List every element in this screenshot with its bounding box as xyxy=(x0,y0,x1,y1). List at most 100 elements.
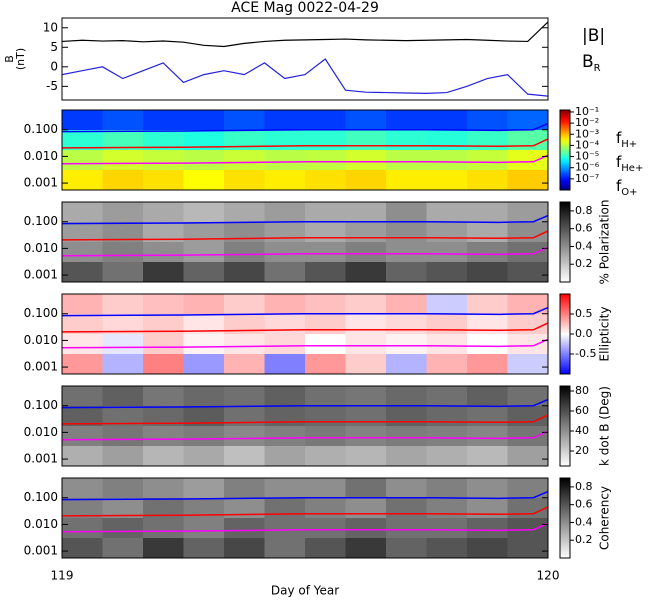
heatmap-cell xyxy=(386,202,427,223)
heatmap-cell xyxy=(183,518,225,539)
colorbar-label: Coherency xyxy=(598,486,612,550)
axes-frame xyxy=(61,477,549,559)
axes-frame xyxy=(61,293,549,375)
gyro-line xyxy=(62,414,548,425)
heatmap-cell xyxy=(183,110,225,131)
heatmap-cell xyxy=(467,354,508,374)
heatmap-cell xyxy=(102,202,144,223)
heatmap-cell xyxy=(305,262,346,282)
legend-label: BR xyxy=(582,52,601,74)
heatmap-cell xyxy=(386,242,427,263)
heatmap-cell xyxy=(62,538,103,558)
heatmap-cell xyxy=(264,354,306,374)
heatmap-cell xyxy=(386,426,427,447)
colorbar-label: k dot B (Deg) xyxy=(598,386,612,466)
heatmap-cell xyxy=(467,314,508,335)
heatmap-cell xyxy=(386,498,427,519)
heatmap-cell xyxy=(62,334,103,355)
heatmap-cell xyxy=(183,334,225,355)
heatmap-cell xyxy=(264,538,306,558)
heatmap-cell xyxy=(264,314,306,335)
plot-area xyxy=(62,386,548,466)
gyro-line xyxy=(62,522,548,533)
heatmap-cell xyxy=(305,426,346,447)
colorbar-tick-label: 0.5 xyxy=(575,307,593,320)
heatmap-cell xyxy=(386,446,427,466)
heatmap-cell xyxy=(507,446,548,466)
line xyxy=(62,21,548,48)
heatmap-cell xyxy=(305,446,346,466)
heatmap-cell xyxy=(467,130,508,151)
heatmap-cell xyxy=(143,498,184,519)
heatmap-cell xyxy=(62,170,103,190)
colorbar-tick-label: 60 xyxy=(575,404,589,417)
heatmap-cell xyxy=(62,262,103,282)
y-tick-label: 0 xyxy=(50,59,58,73)
heatmap-cell xyxy=(183,222,225,243)
heatmap-cell xyxy=(102,334,144,355)
heatmap-cell xyxy=(102,150,144,171)
plot-area xyxy=(62,21,548,97)
heatmap-cell xyxy=(467,334,508,355)
heatmap-cell xyxy=(264,334,306,355)
heatmap-cell xyxy=(467,446,508,466)
colorbar-tick-label: 40 xyxy=(575,424,589,437)
heatmap-cell xyxy=(467,262,508,282)
heatmap-cell xyxy=(224,150,265,171)
axes-frame xyxy=(61,109,549,191)
y-tick-label: 0.010 xyxy=(24,333,58,347)
heatmap-cell xyxy=(62,446,103,466)
colorbar-tick-label: 0.2 xyxy=(575,533,593,546)
y-tick-label: 0.010 xyxy=(24,241,58,255)
heatmap-cell xyxy=(62,498,103,519)
heatmap-cell xyxy=(426,354,468,374)
colorbar-tick-label: 0.4 xyxy=(575,239,593,252)
heatmap-cell xyxy=(345,202,387,223)
heatmap-cell xyxy=(264,478,306,499)
y-tick-label: 0.010 xyxy=(24,425,58,439)
heatmap-cell xyxy=(264,222,306,243)
heatmap-cell xyxy=(305,354,346,374)
heatmap-cell xyxy=(224,478,265,499)
colorbar-tick-label: 10⁻² xyxy=(575,116,599,129)
heatmap-cell xyxy=(386,406,427,427)
heatmap-cell xyxy=(507,334,548,355)
heatmap-cell xyxy=(345,538,387,558)
colorbar-tick-label: 0.6 xyxy=(575,498,593,511)
heatmap-cell xyxy=(426,334,468,355)
heatmap-cell xyxy=(426,262,468,282)
gyro-line xyxy=(62,506,548,517)
heatmap-cell xyxy=(507,354,548,374)
heatmap-cell xyxy=(62,202,103,223)
heatmap-cell xyxy=(102,478,144,499)
heatmap-cell xyxy=(426,498,468,519)
heatmap-cell xyxy=(345,130,387,151)
heatmap-cell xyxy=(102,354,144,374)
heatmap-cell xyxy=(62,294,103,315)
gyro-line xyxy=(62,214,548,225)
heatmap-cell xyxy=(143,150,184,171)
colorbar xyxy=(559,477,571,559)
heatmap-cell xyxy=(426,242,468,263)
heatmap-cell xyxy=(264,130,306,151)
plot-area xyxy=(62,110,548,190)
colorbar-tick-label: 0.2 xyxy=(575,257,593,270)
heatmap-cell xyxy=(143,406,184,427)
heatmap-cell xyxy=(224,110,265,131)
heatmap-cell xyxy=(264,426,306,447)
heatmap-cell xyxy=(426,518,468,539)
heatmap-cell xyxy=(467,202,508,223)
heatmap-cell xyxy=(507,110,548,131)
heatmap-cell xyxy=(305,170,346,190)
heatmap-cell xyxy=(507,170,548,190)
heatmap-cell xyxy=(386,334,427,355)
heatmap-cell xyxy=(305,478,346,499)
heatmap-cell xyxy=(305,406,346,427)
heatmap-cell xyxy=(386,170,427,190)
heatmap-cell xyxy=(183,426,225,447)
heatmap-cell xyxy=(426,294,468,315)
colorbar xyxy=(559,385,571,467)
line xyxy=(62,58,548,97)
y-tick-label: 0.100 xyxy=(24,306,58,320)
